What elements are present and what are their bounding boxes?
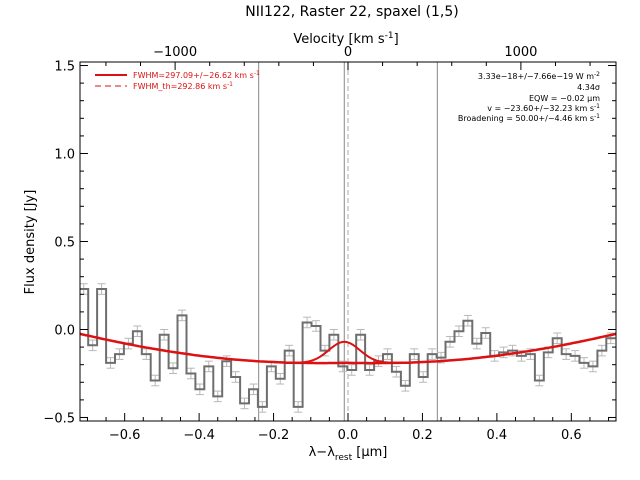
plot-layer xyxy=(80,62,616,421)
top-tick-label: 1000 xyxy=(504,45,537,60)
y-tick-label: 0.0 xyxy=(54,323,75,338)
x-tick-label: −0.6 xyxy=(109,428,141,443)
flux-step-series xyxy=(80,288,616,408)
x-axis-label: λ−λrest [μm] xyxy=(309,445,388,463)
x-tick-label: −0.4 xyxy=(183,428,215,443)
y-tick-label: 1.0 xyxy=(54,148,75,163)
x-tick-label: 0.6 xyxy=(561,428,582,443)
chart-title: NII122, Raster 22, spaxel (1,5) xyxy=(245,4,458,20)
top-tick-label: −1000 xyxy=(153,45,197,60)
y-tick-label: 1.5 xyxy=(54,60,75,75)
fit-annotations: 3.33e−18+/−7.66e−19 W m-2 4.34σ EQW = −0… xyxy=(458,71,600,123)
plot-area xyxy=(80,62,616,421)
legend-fit-label: FWHM=297.09+/−26.62 km s-1 xyxy=(133,70,260,80)
annotation-sigma: 4.34σ xyxy=(577,83,600,92)
x-tick-label: 0.0 xyxy=(338,428,359,443)
annotation-flux: 3.33e−18+/−7.66e−19 W m-2 xyxy=(478,71,600,81)
y-tick-label: −0.5 xyxy=(43,411,75,426)
annotation-velocity: v = −23.60+/−32.23 km s-1 xyxy=(487,103,600,113)
top-axis-label: Velocity [km s-1] xyxy=(293,31,398,47)
gaussian-fit-series xyxy=(269,340,419,364)
legend: FWHM=297.09+/−26.62 km s-1 FWHM_th=292.8… xyxy=(95,70,260,91)
top-tick-label: 0 xyxy=(344,45,352,60)
baseline-fit-series xyxy=(80,332,616,365)
x-tick-label: 0.2 xyxy=(412,428,433,443)
legend-th-label: FWHM_th=292.86 km s-1 xyxy=(133,81,233,91)
y-tick-label: 0.5 xyxy=(54,236,75,251)
axis-layer: −0.6 −0.4 −0.2 0.0 0.2 0.4 0.6 −0.5 0.0 0.5 1.0 1.5… xyxy=(43,45,616,443)
annotation-broadening: Broadening = 50.00+/−4.46 km s-1 xyxy=(458,113,600,123)
x-tick-label: −0.2 xyxy=(258,428,290,443)
x-tick-label: 0.4 xyxy=(487,428,508,443)
annotation-eqw: EQW = −0.02 μm xyxy=(529,94,600,103)
y-axis-label: Flux density [Jy] xyxy=(23,190,38,295)
